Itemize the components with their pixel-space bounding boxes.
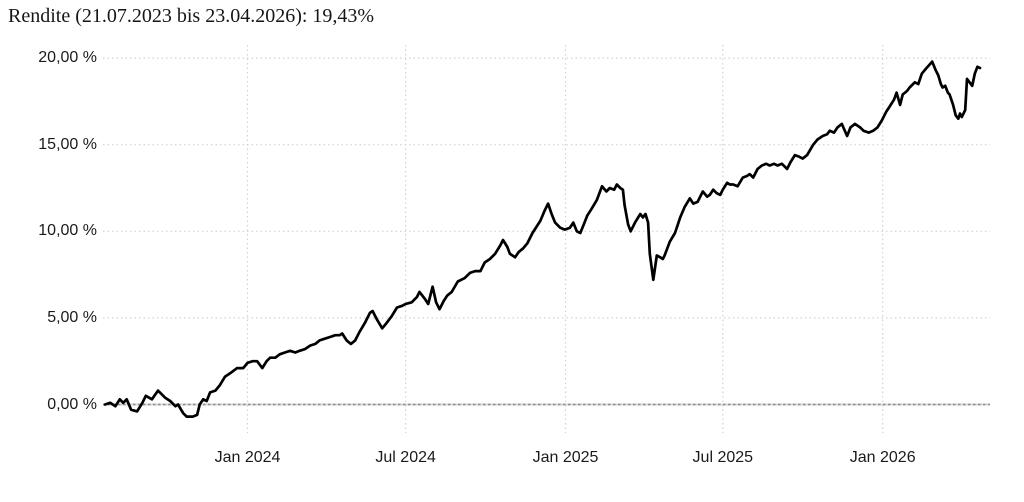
series-line-rendite [103,60,982,418]
horizontal-gridlines [103,57,990,319]
x-tick-label-jan-2026: Jan 2026 [849,449,916,466]
y-tick-label-5: 5,00 % [47,308,97,326]
chart-title: Rendite (21.07.2023 bis 23.04.2026): 19,… [8,5,375,27]
x-tick-label-jan-2025: Jan 2025 [532,449,599,466]
y-tick-label-0: 0,00 % [47,395,97,413]
series-lines [103,60,982,418]
y-tick-label-15: 15,00 % [38,135,97,153]
y-tick-label-10: 10,00 % [38,222,97,240]
x-tick-label-jan-2024: Jan 2024 [214,449,281,466]
vertical-gridlines [246,45,884,433]
x-tick-label-jul-2025: Jul 2025 [692,449,754,466]
y-tick-label-20: 20,00 % [38,49,97,67]
x-tick-label-jul-2024: Jul 2024 [375,449,436,466]
